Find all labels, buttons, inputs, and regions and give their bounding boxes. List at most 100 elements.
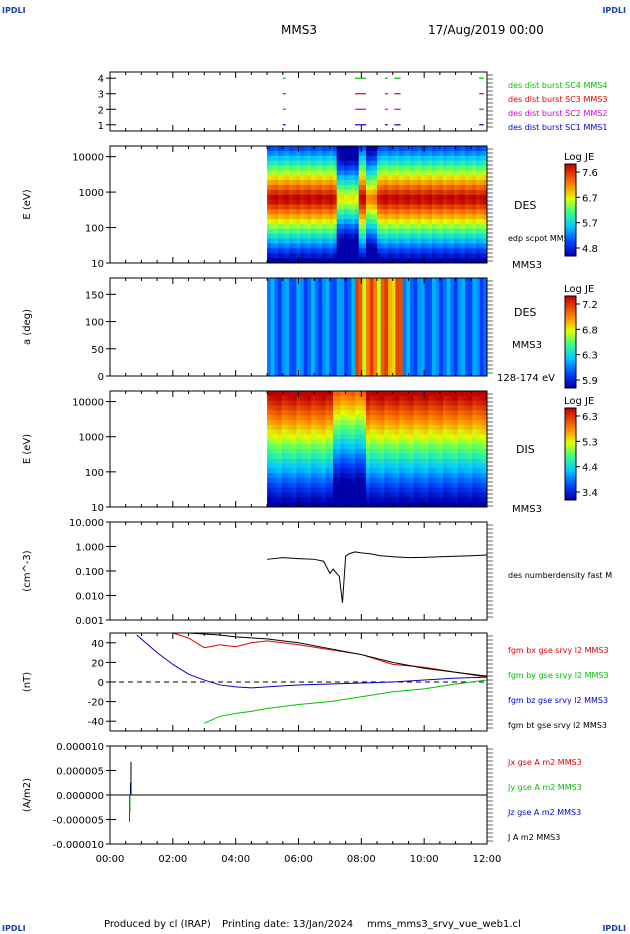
heatmap-cell <box>289 199 294 205</box>
heatmap-cell <box>267 458 272 464</box>
heatmap-cell <box>358 204 363 210</box>
heatmap-cell <box>369 502 374 508</box>
heatmap-cell <box>461 146 466 152</box>
heatmap-cell <box>421 487 426 493</box>
heatmap-cell <box>465 395 470 402</box>
heatmap-cell <box>296 253 301 259</box>
heatmap-cell <box>318 233 323 240</box>
heatmap-cell <box>461 391 466 397</box>
heatmap-cell <box>472 355 477 361</box>
heatmap-cell <box>461 478 466 484</box>
heatmap-cell <box>468 302 473 308</box>
heatmap-cell <box>358 444 363 450</box>
heatmap-cell <box>303 209 308 215</box>
heatmap-cell <box>366 258 371 264</box>
heatmap-cell <box>373 367 378 373</box>
heatmap-cell <box>329 497 334 503</box>
heatmap-cell <box>366 165 371 171</box>
heatmap-cell <box>413 302 418 308</box>
heatmap-cell <box>446 444 451 450</box>
heatmap-cell <box>347 238 352 244</box>
heatmap-cell <box>446 468 451 474</box>
heatmap-cell <box>439 444 444 450</box>
heatmap-cell <box>285 363 290 369</box>
heatmap-cell <box>380 282 385 287</box>
heatmap-cell <box>468 180 473 186</box>
heatmap-cell <box>439 180 444 186</box>
heatmap-cell <box>476 243 481 249</box>
heatmap-cell <box>479 497 484 503</box>
corner-label-tl: IPDLI <box>2 6 26 15</box>
heatmap-cell <box>351 429 356 435</box>
heatmap-cell <box>461 310 466 316</box>
heatmap-cell <box>296 170 301 176</box>
heatmap-cell <box>457 204 462 210</box>
heatmap-cell <box>325 233 330 240</box>
heatmap-cell <box>303 482 308 489</box>
heatmap-cell <box>311 410 316 416</box>
heatmap-cell <box>424 331 429 336</box>
heatmap-cell <box>388 248 393 254</box>
heatmap-cell <box>468 194 473 201</box>
heatmap-cell <box>340 400 345 406</box>
heatmap-cell <box>443 160 448 166</box>
heatmap-cell <box>281 363 286 369</box>
heatmap-cell <box>355 209 360 215</box>
heatmap-cell <box>454 306 459 312</box>
heatmap-cell <box>399 243 404 249</box>
heatmap-cell <box>373 209 378 215</box>
heatmap-cell <box>366 355 371 361</box>
heatmap-cell <box>391 160 396 166</box>
heatmap-cell <box>406 351 411 357</box>
heatmap-cell <box>296 482 301 489</box>
heatmap-cell <box>292 310 297 316</box>
heatmap-cell <box>267 294 272 299</box>
heatmap-cell <box>380 290 385 295</box>
heatmap-cell <box>432 391 437 397</box>
heatmap-cell <box>267 310 272 316</box>
heatmap-cell <box>446 478 451 484</box>
heatmap-cell <box>395 258 400 264</box>
heatmap-cell <box>267 355 272 361</box>
heatmap-cell <box>468 463 473 469</box>
heatmap-cell <box>336 258 341 264</box>
heatmap-cell <box>325 298 330 303</box>
heatmap-cell <box>432 253 437 259</box>
heatmap-cell <box>344 395 349 402</box>
heatmap-cell <box>296 228 301 235</box>
heatmap-cell <box>318 331 323 336</box>
heatmap-cell <box>289 424 294 431</box>
heatmap-cell <box>344 253 349 259</box>
heatmap-cell <box>435 434 440 440</box>
heatmap-cell <box>446 449 451 455</box>
heatmap-cell <box>340 478 345 484</box>
heatmap-cell <box>380 228 385 235</box>
heatmap-cell <box>457 363 462 369</box>
heatmap-cell <box>432 286 437 291</box>
heatmap-cell <box>465 204 470 210</box>
heatmap-cell <box>267 194 272 201</box>
heatmap-cell <box>347 302 352 308</box>
heatmap-cell <box>384 343 389 348</box>
heatmap-cell <box>300 492 305 498</box>
heatmap-cell <box>373 310 378 316</box>
heatmap-cell <box>399 185 404 191</box>
heatmap-cell <box>461 278 466 283</box>
heatmap-cell <box>296 282 301 287</box>
heatmap-cell <box>325 434 330 440</box>
heatmap-cell <box>399 318 404 324</box>
heatmap-cell <box>355 318 360 324</box>
heatmap-cell <box>468 170 473 176</box>
heatmap-cell <box>439 347 444 352</box>
heatmap-cell <box>307 228 312 235</box>
heatmap-cell <box>439 429 444 435</box>
heatmap-cell <box>443 327 448 332</box>
heatmap-cell <box>432 359 437 365</box>
heatmap-cell <box>270 473 275 479</box>
heatmap-cell <box>479 155 484 162</box>
heatmap-cell <box>468 339 473 344</box>
heatmap-cell <box>384 449 389 455</box>
heatmap-cell <box>340 339 345 344</box>
heatmap-cell <box>443 282 448 287</box>
heatmap-cell <box>340 219 345 225</box>
